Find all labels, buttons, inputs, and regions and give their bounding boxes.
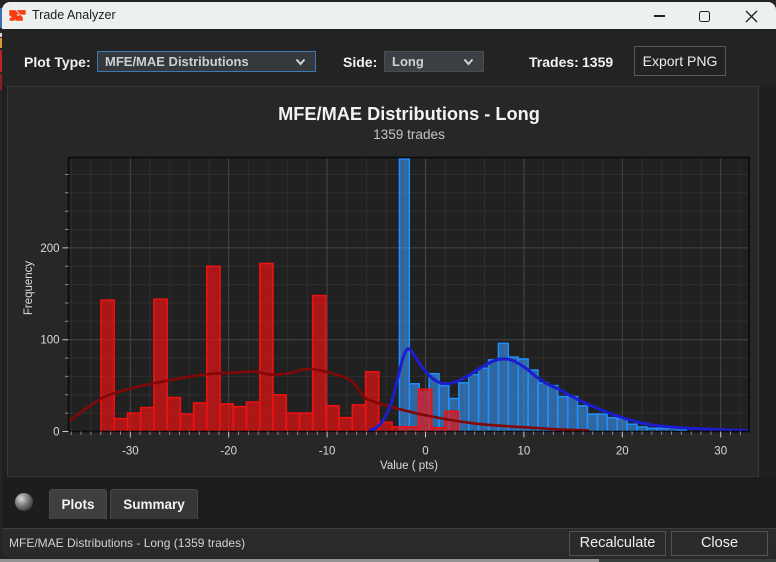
svg-text:0: 0 (422, 446, 428, 458)
svg-text:-20: -20 (220, 446, 237, 458)
svg-text:-30: -30 (122, 446, 139, 458)
svg-text:100: 100 (40, 335, 59, 347)
svg-text:0: 0 (53, 427, 59, 439)
svg-text:1359 trades: 1359 trades (373, 127, 445, 142)
svg-text:Value ( pts): Value ( pts) (380, 460, 438, 472)
svg-text:20: 20 (616, 446, 629, 458)
svg-text:10: 10 (518, 446, 531, 458)
svg-text:200: 200 (40, 243, 59, 255)
svg-text:30: 30 (714, 446, 727, 458)
svg-text:-10: -10 (319, 446, 336, 458)
svg-text:Frequency: Frequency (23, 261, 35, 316)
svg-text:MFE/MAE Distributions - Long: MFE/MAE Distributions - Long (278, 104, 540, 124)
